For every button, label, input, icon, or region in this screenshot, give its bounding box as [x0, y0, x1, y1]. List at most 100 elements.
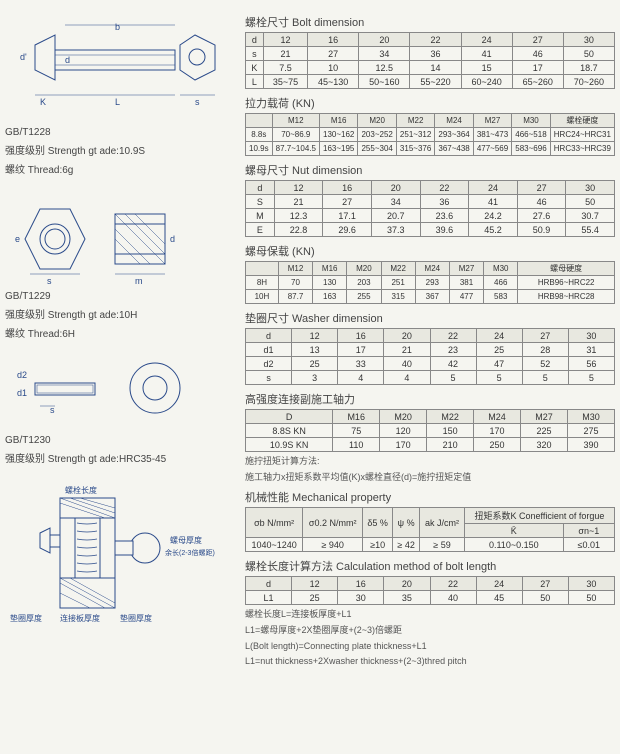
table-cell: 251 — [381, 276, 415, 290]
table-cell: 35~75 — [263, 75, 307, 89]
table-header: d — [246, 181, 275, 195]
table-cell: 150 — [427, 424, 474, 438]
table-cell: 21 — [384, 343, 430, 357]
table-row: 8.8S KN75120150170225275 — [246, 424, 615, 438]
table-cell: 21 — [263, 47, 307, 61]
table-cell: 45.2 — [469, 223, 518, 237]
table-cell: 45 — [476, 591, 522, 605]
table-cell: 30.7 — [566, 209, 615, 223]
table-cell: 210 — [427, 438, 474, 452]
table-cell: 255 — [347, 290, 381, 304]
bolt-diagram: b d' d L K s GB/T1228 强度级别 Strength gt a… — [5, 10, 235, 176]
table-cell: 22.8 — [274, 223, 323, 237]
table-header: M22 — [427, 410, 474, 424]
table-cell: 203 — [347, 276, 381, 290]
table-cell: 315~376 — [396, 142, 434, 156]
table-cell: HRB96~HRC22 — [518, 276, 615, 290]
washer-dim-title: 垫圈尺寸 Washer dimension — [245, 310, 615, 326]
bolt-length-note3: L(Bolt length)=Connecting plate thicknes… — [245, 641, 615, 653]
table-cell: 8.8S KN — [246, 424, 333, 438]
table-cell: 381 — [449, 276, 483, 290]
table-cell: 25 — [476, 343, 522, 357]
table-cell: 466~518 — [512, 128, 550, 142]
table-cell: 46 — [512, 47, 563, 61]
table-header: 24 — [469, 181, 518, 195]
table-cell: 37.3 — [371, 223, 420, 237]
table-header: d — [246, 33, 264, 47]
table-cell: 87.7 — [278, 290, 312, 304]
svg-text:K: K — [40, 97, 46, 107]
table-header: 16 — [338, 329, 384, 343]
table-cell: 55~220 — [410, 75, 461, 89]
table-row: s3445555 — [246, 371, 615, 385]
table-cell: 65~260 — [512, 75, 563, 89]
table-header — [246, 114, 273, 128]
table-cell: 203~252 — [358, 128, 396, 142]
table-row: 10H87.7163255315367477583HRB98~HRC28 — [246, 290, 615, 304]
assembly-washer-thick2: 垫圈厚度 — [120, 613, 152, 623]
bolt-standard: GB/T1228 — [5, 127, 235, 138]
table-cell: HRC33~HRC39 — [550, 142, 614, 156]
assembly-svg: 螺栓长度 螺母厚度 余长(2-3倍螺距) 连接板厚度 垫圈厚度 垫圈厚度 — [5, 483, 225, 623]
table-cell: 41 — [469, 195, 518, 209]
table-header: M16 — [319, 114, 357, 128]
table-row: 8.8s70~86.9130~162203~252251~312293~3643… — [246, 128, 615, 142]
table-header: M24 — [435, 114, 473, 128]
table-header: 16 — [308, 33, 359, 47]
table-cell: 24.2 — [469, 209, 518, 223]
table-header: 螺栓硬度 — [550, 114, 614, 128]
table-header: 27 — [522, 577, 568, 591]
table-cell: 8H — [246, 276, 279, 290]
table-header: σ0.2 N/mm² — [303, 508, 363, 538]
table-cell: 5 — [522, 371, 568, 385]
table-header: 12 — [263, 33, 307, 47]
table-cell: 87.7~104.5 — [272, 142, 319, 156]
table-cell: 50 — [568, 591, 614, 605]
table-header: d — [246, 329, 292, 343]
table-header: D — [246, 410, 333, 424]
table-cell: 18.7 — [563, 61, 614, 75]
table-header: M24 — [415, 262, 449, 276]
table-header: 24 — [476, 329, 522, 343]
table-cell: 10.9s — [246, 142, 273, 156]
table-cell: d2 — [246, 357, 292, 371]
table-cell: 34 — [371, 195, 420, 209]
nut-dim-title: 螺母尺寸 Nut dimension — [245, 162, 615, 178]
table-cell: 55.4 — [566, 223, 615, 237]
table-header: M30 — [512, 114, 550, 128]
bolt-length-note4: L1=nut thickness+2Xwasher thickness+(2~3… — [245, 656, 615, 668]
table-cell: 367~438 — [435, 142, 473, 156]
table-header — [246, 262, 279, 276]
table-cell: 8.8s — [246, 128, 273, 142]
table-cell: s — [246, 47, 264, 61]
table-cell: 27 — [308, 47, 359, 61]
svg-text:e: e — [15, 234, 20, 244]
torque-note1: 施拧扭矩计算方法: — [245, 456, 615, 468]
table-header: M27 — [521, 410, 568, 424]
table-cell: 45~130 — [308, 75, 359, 89]
table-cell: 225 — [521, 424, 568, 438]
table-cell: 320 — [521, 438, 568, 452]
table-cell: 293 — [415, 276, 449, 290]
table-cell: 29.6 — [323, 223, 372, 237]
table-cell: 28 — [522, 343, 568, 357]
table-cell: 5 — [476, 371, 522, 385]
table-cell: 477~569 — [473, 142, 511, 156]
bolt-length-note1: 螺栓长度L=连接板厚度+L1 — [245, 609, 615, 621]
table-cell: 315 — [381, 290, 415, 304]
table-header: M16 — [333, 410, 380, 424]
table-cell: 25 — [292, 357, 338, 371]
nut-thread: 螺纹 Thread:6H — [5, 325, 235, 340]
table-cell: L — [246, 75, 264, 89]
table-cell: 163~195 — [319, 142, 357, 156]
table-header: 27 — [517, 181, 566, 195]
assembly-plate-thick: 连接板厚度 — [60, 613, 100, 623]
table-header: 16 — [338, 577, 384, 591]
table-header: 20 — [384, 329, 430, 343]
table-cell: 41 — [461, 47, 512, 61]
table-header: M20 — [347, 262, 381, 276]
table-cell: 30 — [338, 591, 384, 605]
table-cell: 50 — [566, 195, 615, 209]
table-cell: HRC24~HRC31 — [550, 128, 614, 142]
table-row: d225334042475256 — [246, 357, 615, 371]
